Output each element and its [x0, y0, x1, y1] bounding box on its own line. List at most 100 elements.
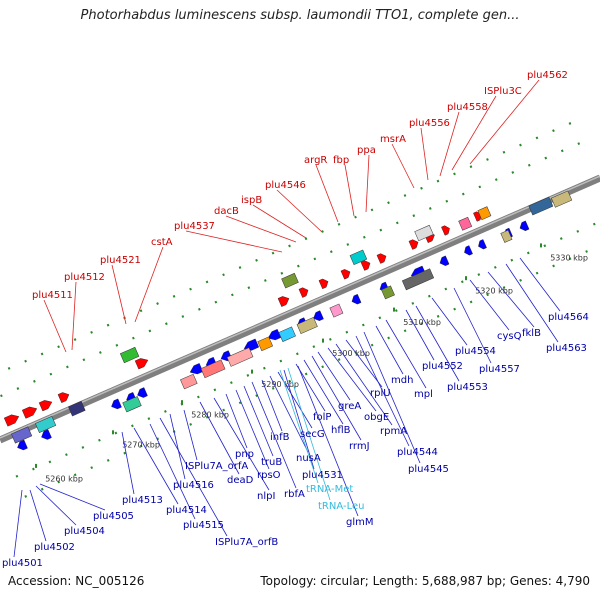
annotation-block: [349, 249, 368, 266]
forward-gene-arrow: [360, 260, 371, 271]
feature-arrow: [318, 278, 329, 290]
gene-label: plu4544: [397, 447, 438, 458]
forward-gene-arrow: [38, 400, 53, 412]
feature-block: [381, 285, 395, 300]
leader-line: [344, 164, 355, 217]
backbone-layer: [0, 120, 600, 498]
gene-label: infB: [270, 432, 290, 443]
annotation-block: [119, 346, 140, 364]
gene-label: plu4511: [32, 290, 73, 301]
kbp-tick-label: 5330 kbp: [550, 254, 588, 263]
leader-line: [43, 299, 67, 353]
gene-label: glmM: [346, 517, 374, 528]
gene-label: plu4558: [447, 102, 488, 113]
forward-gene-arrow: [298, 287, 309, 298]
leader-line: [121, 431, 135, 495]
gene-label: plu4537: [174, 221, 215, 232]
feature-arrow: [351, 294, 362, 305]
leader-line: [225, 393, 248, 449]
feature-arrow: [464, 245, 473, 256]
feature-arrow: [439, 255, 450, 266]
leader-line: [283, 369, 315, 470]
annotation-block: [477, 206, 492, 221]
leader-line: [335, 343, 393, 426]
gene-label: fbp: [333, 155, 349, 166]
leader-line: [235, 389, 270, 470]
gene-label: pnp: [235, 449, 254, 460]
feature-block: [11, 426, 33, 444]
annotation-block: [329, 303, 344, 318]
forward-gene-arrow: [441, 225, 450, 236]
annotation-block: [122, 396, 142, 413]
feature-arrow: [277, 296, 290, 307]
backbone-line: [0, 174, 600, 444]
gene-label: argR: [304, 155, 327, 166]
gene-label: obgE: [364, 412, 389, 423]
forward-gene-arrow: [340, 269, 351, 280]
feature-block: [281, 272, 299, 289]
leader-line: [251, 381, 297, 489]
gene-label: tRNA-Leu: [318, 501, 364, 512]
annotation-block: [35, 415, 57, 433]
annotation-block: [257, 336, 274, 352]
annotation-block: [458, 216, 473, 231]
leader-line: [169, 413, 186, 480]
gene-label: ISPlu3C: [484, 86, 522, 97]
feature-block: [551, 190, 573, 208]
leader-line: [39, 483, 106, 511]
gene-label: ppa: [357, 145, 376, 156]
leader-line: [297, 365, 359, 517]
leader-line: [505, 263, 559, 343]
feature-block: [119, 346, 140, 364]
leader-line: [279, 369, 319, 484]
guide-ring: [0, 140, 585, 398]
forward-gene-arrow: [134, 358, 149, 370]
leader-line: [405, 309, 435, 361]
guide-ring: [15, 220, 600, 478]
gene-label: rpsO: [257, 470, 281, 481]
leader-line: [519, 257, 561, 312]
feature-block: [35, 415, 57, 433]
gene-label: greA: [338, 401, 361, 412]
gene-label: secG: [300, 429, 325, 440]
leader-line: [415, 305, 460, 382]
feature-arrow: [21, 406, 38, 419]
leader-line: [451, 95, 497, 171]
gene-label: plu4546: [265, 180, 306, 191]
gene-label: plu4545: [408, 464, 449, 475]
leader-line: [183, 409, 198, 461]
reverse-gene-arrow: [478, 239, 487, 250]
gene-label: nusA: [296, 453, 321, 464]
leader-line: [469, 79, 540, 165]
feature-arrow: [17, 439, 28, 451]
feature-arrow: [340, 269, 351, 280]
annotation-block: [180, 373, 198, 390]
accession-text: Accession: NC_005126: [8, 574, 145, 588]
reverse-gene-arrow: [439, 255, 450, 266]
gene-label: mpl: [414, 389, 433, 400]
reverse-gene-arrow: [189, 363, 204, 375]
feature-block: [226, 347, 254, 367]
tick-layer: 5260 kbp 5270 kbp 5280 kbp 5290 kbp 5300 kbp…: [35, 243, 588, 483]
feature-block: [349, 249, 368, 266]
feature-arrow: [189, 363, 204, 375]
gene-label: plu4552: [422, 361, 463, 372]
feature-arrow: [441, 225, 450, 236]
feature-block: [278, 326, 296, 342]
annotation-block: [296, 316, 318, 335]
feature-block: [414, 224, 434, 242]
feature-arrow: [41, 429, 52, 440]
reverse-gene-arrow: [41, 429, 52, 440]
gene-label: rrmJ: [349, 441, 370, 452]
gene-label: plu4554: [455, 346, 496, 357]
feature-arrow: [519, 220, 530, 231]
gene-label: cstA: [151, 237, 173, 248]
forward-gene-arrow: [277, 296, 290, 307]
gene-label: plu4531: [302, 470, 343, 481]
leader-line: [391, 143, 415, 189]
gene-label: nlpI: [257, 491, 275, 502]
gene-label: rbfA: [284, 489, 305, 500]
feature-arrow: [57, 392, 70, 403]
reverse-gene-arrow: [137, 387, 148, 398]
